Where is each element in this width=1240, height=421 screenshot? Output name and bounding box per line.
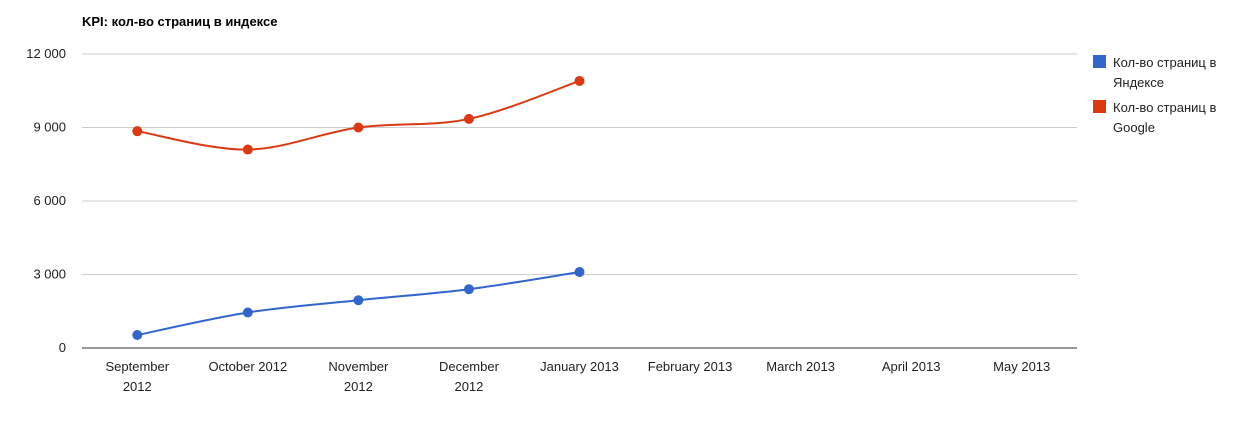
y-tick-label: 0 — [59, 340, 66, 355]
x-tick-label: February 2013 — [648, 359, 733, 374]
legend-swatch — [1093, 55, 1106, 68]
y-tick-label: 9 000 — [33, 120, 66, 135]
x-tick-label: April 2013 — [882, 359, 941, 374]
data-point — [242, 144, 253, 155]
data-point — [463, 113, 474, 124]
x-tick-label: September 2012 — [105, 359, 169, 394]
x-tick-label: December 2012 — [439, 359, 500, 394]
series-line — [137, 80, 580, 151]
data-point — [353, 295, 364, 306]
data-point — [574, 267, 585, 278]
data-point — [463, 284, 474, 295]
x-tick-label: May 2013 — [993, 359, 1050, 374]
x-tick-label: January 2013 — [540, 359, 619, 374]
chart-title: KPI: кол-во страниц в индексе — [82, 14, 277, 29]
data-point — [132, 126, 143, 137]
legend-label: Кол-во страниц в Яндексе — [1113, 55, 1216, 90]
x-tick-label: November 2012 — [328, 359, 389, 394]
data-point — [353, 122, 364, 133]
y-tick-label: 3 000 — [33, 267, 66, 282]
legend-swatch — [1093, 100, 1106, 113]
data-point — [574, 75, 585, 86]
data-point — [242, 307, 253, 318]
y-tick-label: 6 000 — [33, 193, 66, 208]
y-tick-label: 12 000 — [26, 46, 66, 61]
x-tick-label: October 2012 — [208, 359, 287, 374]
data-point — [132, 330, 143, 341]
legend-label: Кол-во страниц в Google — [1113, 100, 1216, 135]
x-tick-label: March 2013 — [766, 359, 835, 374]
